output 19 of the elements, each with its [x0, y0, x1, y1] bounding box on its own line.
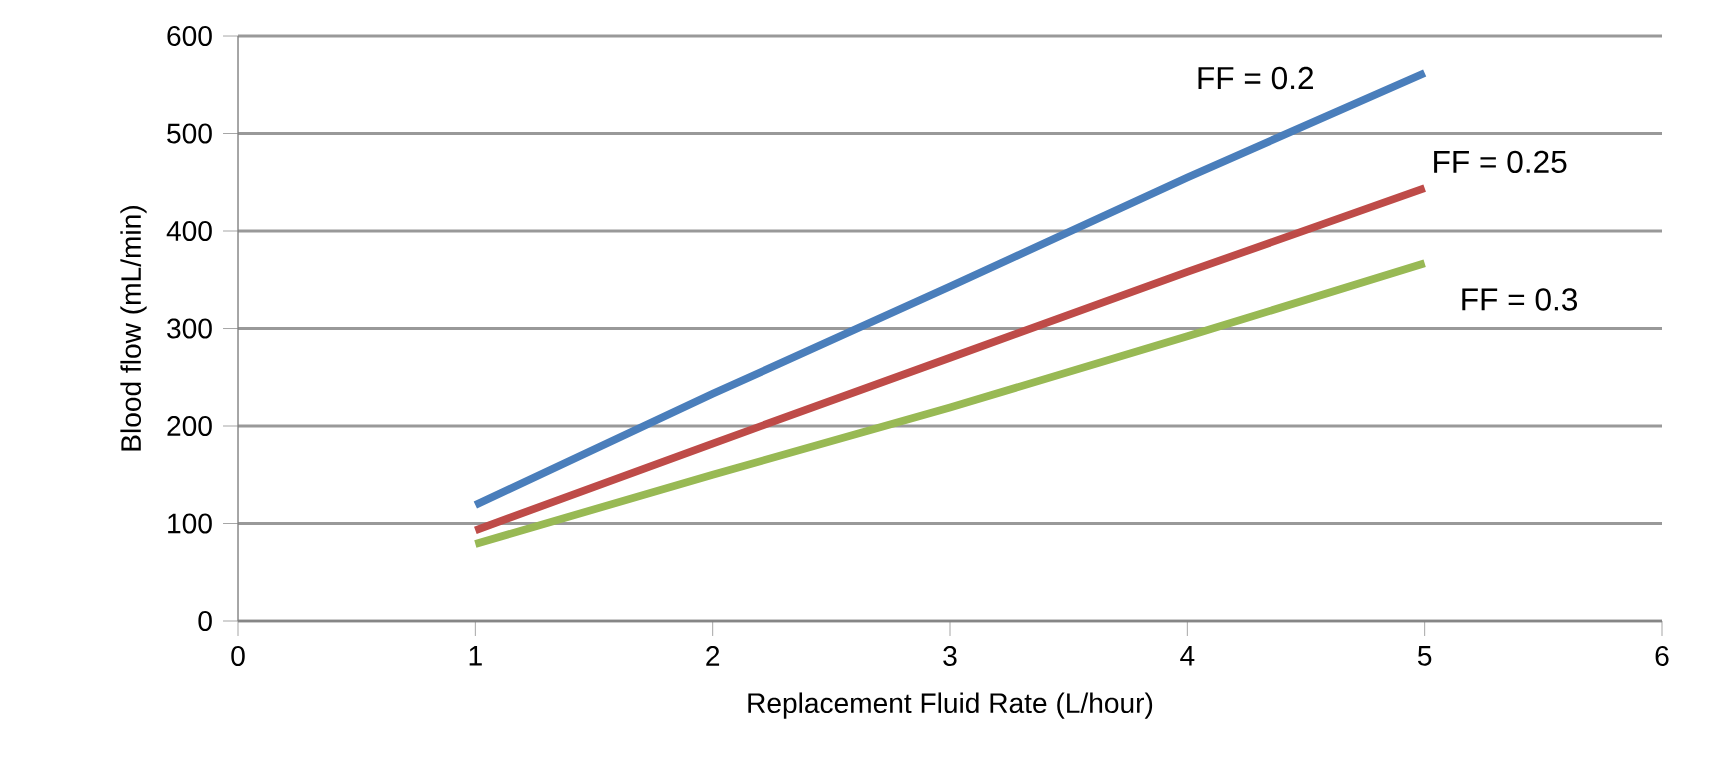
- x-tick-label: 6: [1655, 646, 1669, 666]
- series-label: FF = 0.25: [1434, 150, 1567, 174]
- y-tick-label: 500: [167, 123, 212, 144]
- x-tick-label: 1: [469, 646, 482, 666]
- x-axis-title: Replacement Fluid Rate (L/hour): [748, 692, 1153, 719]
- x-tick-label: 5: [1417, 646, 1432, 666]
- y-tick-label: 400: [166, 221, 212, 241]
- y-tick-label: 100: [168, 513, 212, 534]
- series-label: FF = 0.3: [1462, 288, 1578, 311]
- x-tick-label: 0: [231, 646, 245, 666]
- y-axis-title: Blood flow (mL/min): [120, 206, 147, 451]
- x-tick-label: 4: [1180, 646, 1195, 666]
- y-tick-label: 600: [167, 26, 212, 46]
- y-tick-label: 0: [198, 611, 212, 631]
- x-tick-label: 3: [943, 646, 957, 666]
- x-tick-label: 2: [706, 646, 720, 666]
- y-tick-label: 200: [167, 416, 212, 436]
- series-label: FF = 0.2: [1198, 66, 1313, 90]
- y-tick-label: 300: [167, 318, 212, 339]
